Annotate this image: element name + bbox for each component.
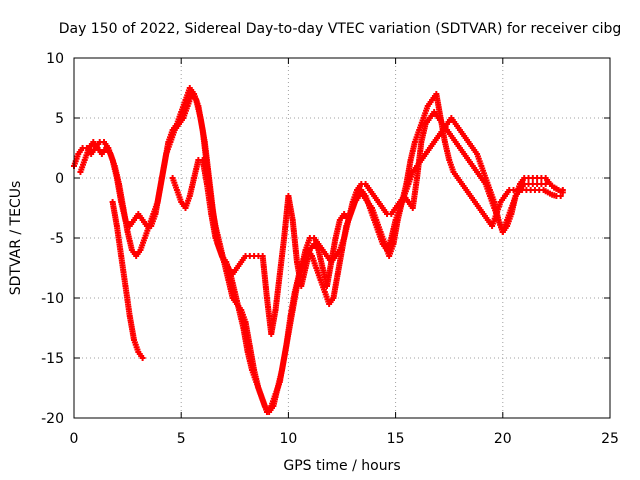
x-axis-label: GPS time / hours xyxy=(283,458,400,474)
x-tick-label: 25 xyxy=(601,431,619,447)
chart-title: Day 150 of 2022, Sidereal Day-to-day VTE… xyxy=(59,21,622,37)
y-tick-label: 0 xyxy=(55,171,64,187)
data-marks xyxy=(71,85,566,415)
y-tick-label: -10 xyxy=(41,291,64,307)
x-tick-label: 20 xyxy=(494,431,512,447)
x-tick-label: 5 xyxy=(177,431,186,447)
y-axis-label: SDTVAR / TECUs xyxy=(8,181,24,296)
axis-ticks: 0 5 10 15 20 25 -20 -15 -10 -5 0 5 10 xyxy=(41,51,619,447)
y-tick-label: 5 xyxy=(55,111,64,127)
y-tick-label: -20 xyxy=(41,411,64,427)
data-point xyxy=(559,189,566,196)
y-tick-label: 10 xyxy=(46,51,64,67)
y-tick-label: -15 xyxy=(41,351,64,367)
x-tick-label: 10 xyxy=(279,431,297,447)
y-tick-label: -5 xyxy=(50,231,64,247)
x-tick-label: 15 xyxy=(387,431,405,447)
data-point xyxy=(139,355,146,361)
x-tick-label: 0 xyxy=(70,431,79,447)
